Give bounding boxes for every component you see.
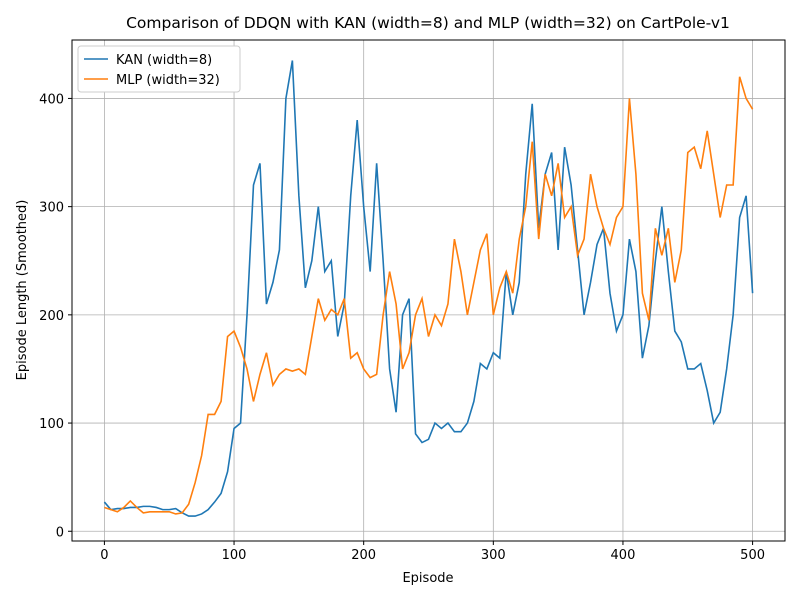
legend-label: KAN (width=8) bbox=[116, 53, 212, 68]
legend-box bbox=[77, 45, 241, 93]
x-tick-label: 200 bbox=[351, 548, 376, 563]
chart-title: Comparison of DDQN with KAN (width=8) an… bbox=[126, 14, 730, 32]
series-line bbox=[104, 76, 754, 515]
y-tick-label: 200 bbox=[39, 309, 64, 324]
legend-label: MLP (width=32) bbox=[116, 73, 220, 88]
x-axis-label: Episode bbox=[402, 571, 453, 586]
x-tick-label: 500 bbox=[740, 548, 765, 563]
x-tick-label: 400 bbox=[611, 548, 636, 563]
legend: KAN (width=8) MLP (width=32) bbox=[77, 45, 241, 93]
x-tick-label: 300 bbox=[481, 548, 506, 563]
plot-frame bbox=[71, 39, 786, 542]
x-tick-label: 0 bbox=[100, 548, 108, 563]
y-tick-label: 400 bbox=[39, 92, 64, 107]
y-tick-label: 0 bbox=[56, 525, 64, 540]
y-axis-label: Episode Length (Smoothed) bbox=[15, 200, 30, 381]
x-tick-label: 100 bbox=[222, 548, 247, 563]
series-line bbox=[103, 60, 754, 517]
y-tick-label: 100 bbox=[39, 417, 64, 432]
y-tick-label: 300 bbox=[39, 201, 64, 216]
